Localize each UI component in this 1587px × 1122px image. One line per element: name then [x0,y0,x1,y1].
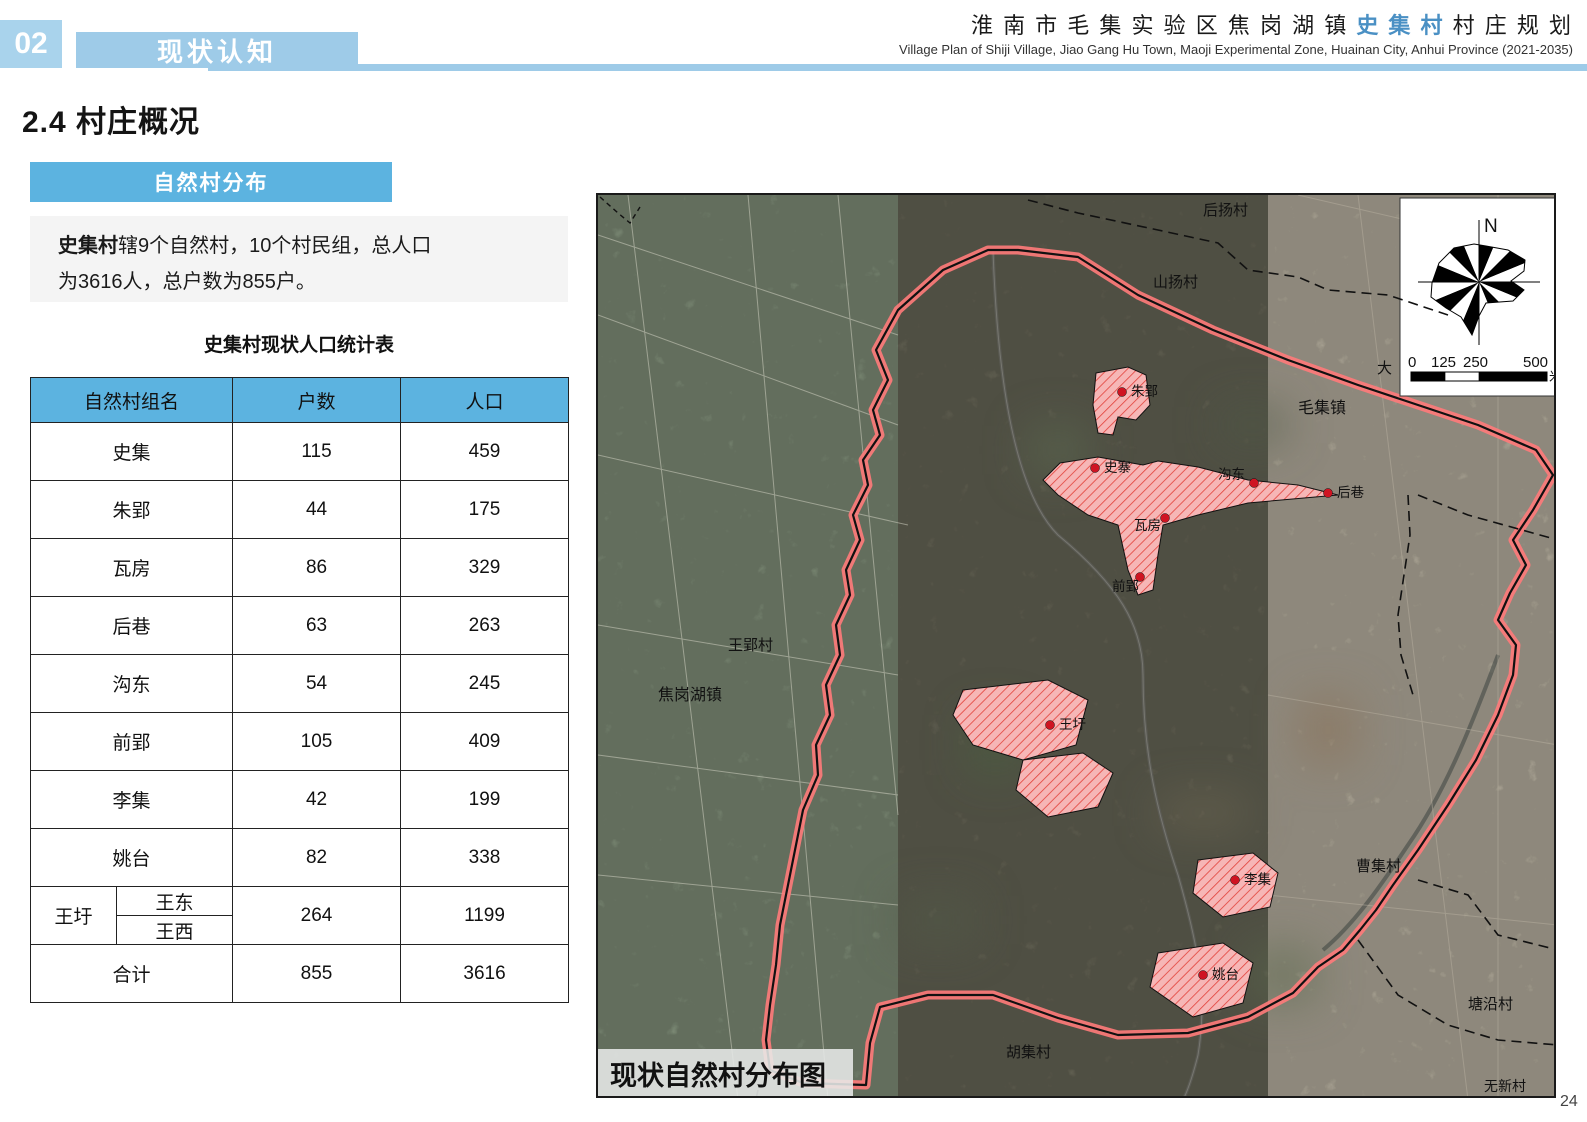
svg-text:0: 0 [1408,354,1416,371]
svg-text:焦岗湖镇: 焦岗湖镇 [658,686,722,704]
svg-text:125: 125 [1431,354,1456,371]
svg-text:后巷: 后巷 [1337,485,1365,500]
svg-text:王郢村: 王郢村 [728,637,773,654]
svg-text:N: N [1484,216,1498,237]
svg-text:史寨: 史寨 [1104,459,1131,475]
svg-text:李集: 李集 [1244,872,1272,887]
svg-text:米: 米 [1549,369,1556,384]
svg-text:山扬村: 山扬村 [1153,274,1198,291]
svg-text:塘沿村: 塘沿村 [1468,996,1513,1013]
svg-text:后扬村: 后扬村 [1203,202,1248,219]
svg-text:曹集村: 曹集村 [1356,858,1401,875]
svg-text:现状自然村分布图: 现状自然村分布图 [610,1060,826,1091]
svg-text:前郢: 前郢 [1112,578,1139,594]
svg-text:沟东: 沟东 [1218,467,1245,482]
svg-text:500: 500 [1523,354,1548,371]
svg-text:王圩: 王圩 [1059,717,1086,732]
svg-text:朱郢: 朱郢 [1131,384,1158,399]
svg-text:姚台: 姚台 [1212,967,1239,982]
svg-text:无新村: 无新村 [1484,1078,1526,1094]
svg-text:胡集村: 胡集村 [1006,1044,1051,1061]
svg-text:瓦房: 瓦房 [1134,518,1161,533]
svg-text:250: 250 [1463,354,1488,371]
svg-text:毛集镇: 毛集镇 [1298,399,1346,417]
svg-text:大: 大 [1377,360,1392,377]
